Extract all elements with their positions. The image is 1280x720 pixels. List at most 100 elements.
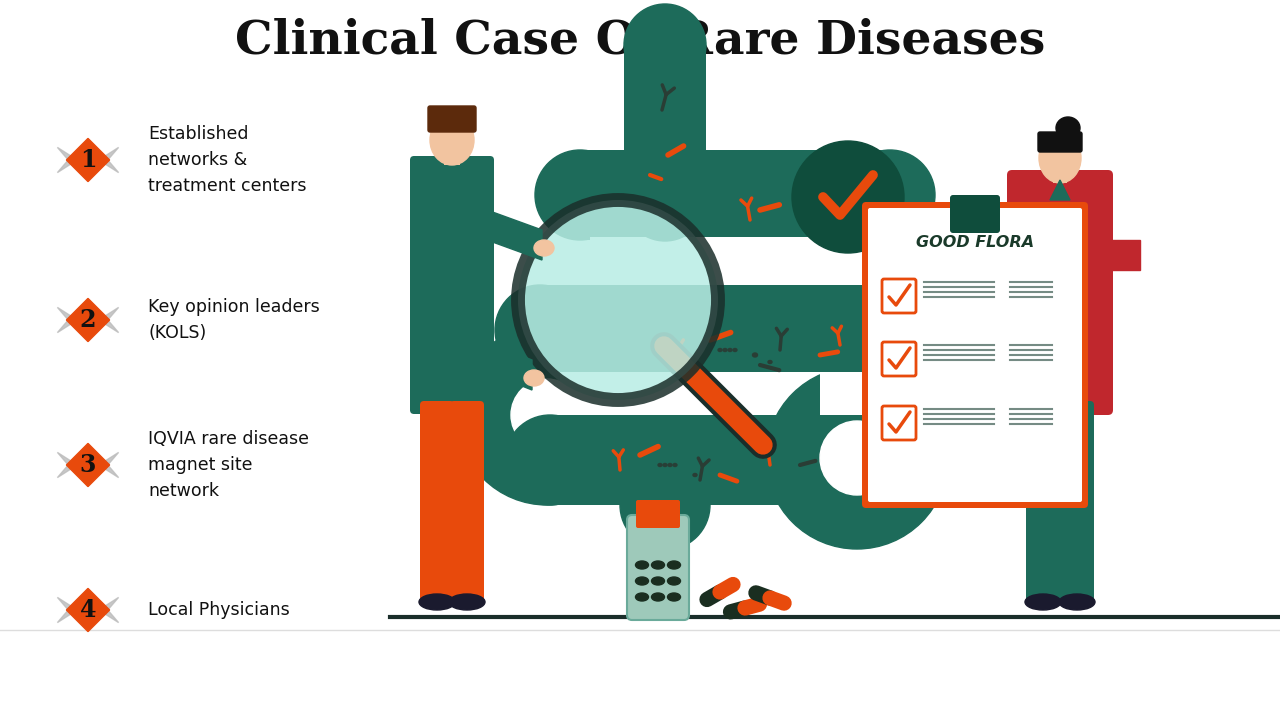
Ellipse shape bbox=[635, 577, 649, 585]
Ellipse shape bbox=[723, 348, 727, 351]
FancyBboxPatch shape bbox=[950, 195, 1000, 233]
Text: Local Physicians: Local Physicians bbox=[148, 601, 289, 619]
Ellipse shape bbox=[841, 246, 919, 324]
FancyBboxPatch shape bbox=[625, 45, 707, 200]
FancyBboxPatch shape bbox=[1007, 170, 1114, 415]
FancyBboxPatch shape bbox=[868, 208, 1082, 502]
Text: Established
networks &
treatment centers: Established networks & treatment centers bbox=[148, 125, 306, 195]
Ellipse shape bbox=[667, 561, 681, 569]
Ellipse shape bbox=[673, 464, 677, 467]
Ellipse shape bbox=[728, 348, 732, 351]
FancyBboxPatch shape bbox=[561, 372, 829, 415]
Ellipse shape bbox=[810, 415, 900, 505]
FancyBboxPatch shape bbox=[590, 237, 865, 285]
FancyBboxPatch shape bbox=[451, 401, 484, 604]
Ellipse shape bbox=[1059, 594, 1094, 610]
Ellipse shape bbox=[449, 594, 485, 610]
Ellipse shape bbox=[430, 115, 474, 165]
Text: 4: 4 bbox=[79, 598, 96, 622]
Text: 3: 3 bbox=[79, 453, 96, 477]
Polygon shape bbox=[99, 148, 119, 173]
Ellipse shape bbox=[663, 464, 667, 467]
Polygon shape bbox=[1100, 240, 1140, 270]
Polygon shape bbox=[67, 444, 110, 487]
Ellipse shape bbox=[933, 255, 954, 269]
Polygon shape bbox=[67, 298, 110, 341]
Ellipse shape bbox=[535, 150, 625, 240]
Ellipse shape bbox=[635, 561, 649, 569]
Polygon shape bbox=[1050, 180, 1070, 200]
FancyBboxPatch shape bbox=[428, 106, 476, 132]
Ellipse shape bbox=[652, 561, 664, 569]
Text: 2: 2 bbox=[79, 308, 96, 332]
Polygon shape bbox=[99, 307, 119, 333]
Polygon shape bbox=[58, 148, 77, 173]
Ellipse shape bbox=[1039, 133, 1082, 183]
FancyBboxPatch shape bbox=[444, 143, 460, 165]
Ellipse shape bbox=[658, 464, 662, 467]
FancyBboxPatch shape bbox=[420, 401, 454, 604]
Text: Key opinion leaders
(KOLS): Key opinion leaders (KOLS) bbox=[148, 298, 320, 342]
Polygon shape bbox=[67, 138, 110, 181]
Polygon shape bbox=[58, 307, 77, 333]
Ellipse shape bbox=[419, 594, 454, 610]
Text: Clinical Case Of Rare Diseases: Clinical Case Of Rare Diseases bbox=[234, 17, 1046, 63]
Ellipse shape bbox=[1025, 594, 1061, 610]
FancyBboxPatch shape bbox=[627, 515, 689, 620]
Text: GOOD FLORA: GOOD FLORA bbox=[916, 235, 1034, 250]
Ellipse shape bbox=[457, 325, 637, 505]
Ellipse shape bbox=[768, 361, 772, 364]
FancyBboxPatch shape bbox=[410, 156, 494, 414]
FancyBboxPatch shape bbox=[820, 372, 910, 415]
Text: IQVIA rare disease
magnet site
network: IQVIA rare disease magnet site network bbox=[148, 430, 308, 500]
FancyBboxPatch shape bbox=[882, 342, 916, 376]
Ellipse shape bbox=[835, 285, 925, 375]
Text: 1: 1 bbox=[79, 148, 96, 172]
Ellipse shape bbox=[820, 421, 893, 495]
Ellipse shape bbox=[667, 577, 681, 585]
FancyBboxPatch shape bbox=[861, 202, 1088, 508]
Polygon shape bbox=[483, 340, 532, 390]
Ellipse shape bbox=[620, 460, 710, 550]
Ellipse shape bbox=[718, 348, 722, 351]
Ellipse shape bbox=[1056, 117, 1080, 139]
FancyBboxPatch shape bbox=[540, 285, 881, 375]
Ellipse shape bbox=[506, 415, 595, 505]
Ellipse shape bbox=[635, 593, 649, 601]
FancyBboxPatch shape bbox=[1060, 401, 1094, 604]
Polygon shape bbox=[58, 598, 77, 623]
FancyBboxPatch shape bbox=[882, 406, 916, 440]
Ellipse shape bbox=[652, 577, 664, 585]
FancyBboxPatch shape bbox=[882, 279, 916, 313]
Ellipse shape bbox=[625, 159, 707, 241]
Ellipse shape bbox=[765, 367, 948, 549]
Polygon shape bbox=[99, 598, 119, 623]
Ellipse shape bbox=[534, 240, 554, 256]
Ellipse shape bbox=[733, 348, 737, 351]
Polygon shape bbox=[486, 210, 541, 260]
Ellipse shape bbox=[652, 593, 664, 601]
Ellipse shape bbox=[511, 379, 582, 451]
Polygon shape bbox=[67, 588, 110, 631]
Ellipse shape bbox=[845, 150, 934, 240]
FancyBboxPatch shape bbox=[550, 415, 855, 505]
FancyBboxPatch shape bbox=[580, 150, 890, 240]
Ellipse shape bbox=[787, 192, 973, 378]
FancyBboxPatch shape bbox=[1038, 132, 1082, 152]
Ellipse shape bbox=[524, 370, 544, 386]
Ellipse shape bbox=[753, 353, 758, 357]
FancyBboxPatch shape bbox=[1053, 161, 1068, 183]
Circle shape bbox=[518, 200, 718, 400]
Polygon shape bbox=[945, 230, 1015, 275]
Ellipse shape bbox=[668, 464, 672, 467]
Ellipse shape bbox=[495, 285, 585, 375]
Circle shape bbox=[792, 141, 904, 253]
Ellipse shape bbox=[667, 593, 681, 601]
FancyBboxPatch shape bbox=[1027, 401, 1060, 604]
FancyBboxPatch shape bbox=[636, 500, 680, 528]
Ellipse shape bbox=[692, 474, 698, 477]
Polygon shape bbox=[99, 452, 119, 477]
Polygon shape bbox=[58, 452, 77, 477]
FancyBboxPatch shape bbox=[850, 237, 934, 285]
Ellipse shape bbox=[625, 4, 707, 86]
